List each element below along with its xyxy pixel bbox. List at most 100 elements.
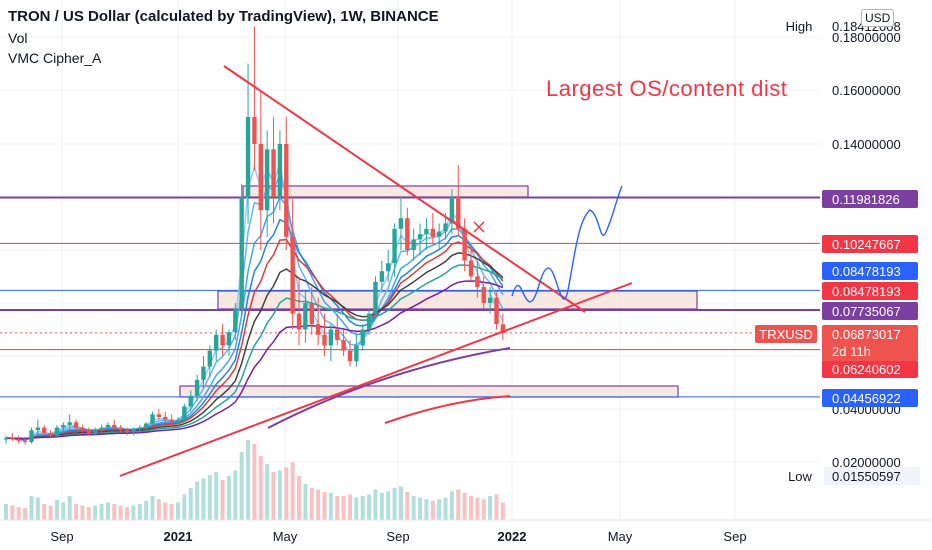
candle-body	[169, 419, 174, 423]
price-badge-countdown: 2d 11h	[832, 344, 871, 359]
candle-body	[309, 303, 314, 325]
volume-bar	[373, 489, 378, 520]
volume-bar	[328, 492, 333, 520]
volume-bar	[137, 504, 142, 520]
candle-body	[360, 329, 365, 346]
volume-bar	[74, 504, 79, 520]
volume-bar	[284, 467, 289, 520]
volume-bar	[239, 452, 244, 520]
volume-bar	[449, 491, 454, 520]
volume-bar	[322, 492, 327, 520]
candle-body	[296, 313, 302, 330]
volume-bar	[379, 492, 384, 520]
low-value-bg	[824, 467, 920, 485]
candle-body	[322, 334, 327, 346]
volume-bar	[430, 500, 435, 520]
candle-body	[61, 424, 66, 428]
descending-trendline	[223, 65, 586, 313]
indicator-vol[interactable]: Vol	[8, 30, 28, 46]
price-badge-value: 0.06873017	[832, 327, 901, 342]
candle-body	[456, 197, 461, 229]
candle-body	[500, 324, 506, 333]
volume-bar	[462, 492, 467, 520]
candle-body	[163, 416, 168, 420]
level-badge	[822, 190, 918, 208]
level-badge-value: 0.06240602	[832, 362, 901, 377]
volume-bar	[195, 481, 200, 520]
candle-body	[73, 422, 79, 428]
price-axis[interactable]: 0.180000000.160000000.140000000.04000000…	[755, 19, 920, 485]
candle-body	[271, 149, 276, 197]
volume-bar	[35, 497, 40, 520]
candle-body	[201, 366, 206, 380]
candle-body	[347, 350, 353, 362]
projected-path	[511, 185, 623, 303]
volume-bar	[220, 480, 225, 520]
candle-body	[150, 414, 155, 424]
candle-body	[48, 432, 53, 436]
consolidation-zones	[179, 185, 698, 398]
volume-bar	[265, 464, 270, 520]
candle-body	[22, 440, 28, 443]
volume-bar	[456, 489, 461, 520]
low-value: 0.01550597	[832, 469, 901, 484]
x-tick-label: May	[273, 529, 298, 544]
candle-body	[194, 379, 200, 396]
level-badge	[822, 235, 918, 253]
volume-bar	[10, 505, 15, 520]
y-tick-label: 0.16000000	[832, 83, 901, 98]
candle-body	[80, 427, 85, 431]
candle-body	[188, 395, 193, 407]
candle-body	[124, 430, 130, 432]
level-badge	[822, 360, 918, 378]
candle-body	[449, 197, 455, 224]
time-axis[interactable]: Sep 2021 May Sep 2022 May Sep	[0, 519, 932, 544]
candle-body	[290, 236, 295, 314]
volume-bar	[271, 472, 276, 520]
volume-bar	[367, 494, 372, 520]
candle-body	[468, 260, 474, 277]
horizontal-levels	[0, 196, 820, 398]
x-tick-label: Sep	[386, 529, 409, 544]
x-tick-label: May	[608, 529, 633, 544]
candle-body	[411, 239, 416, 250]
volume-bar	[405, 492, 410, 520]
candle-body	[481, 287, 486, 303]
indicator-vmc-cipher[interactable]: VMC Cipher_A	[8, 50, 102, 66]
candle-body	[341, 340, 346, 351]
volume-bar	[188, 488, 193, 520]
candle-body	[354, 345, 359, 362]
candle-body	[92, 430, 98, 433]
currency-badge[interactable]: USD	[861, 9, 895, 27]
candle-body	[315, 324, 321, 335]
candle-body	[386, 263, 391, 272]
level-badge-value: 0.11981826	[832, 192, 900, 207]
y-tick-label: 0.18000000	[832, 30, 901, 45]
level-badge-value: 0.04456922	[832, 391, 901, 406]
candlesticks	[3, 26, 506, 445]
candle-body	[494, 297, 499, 325]
candle-body	[226, 332, 232, 346]
level-badge	[822, 282, 918, 300]
volume-bar	[347, 494, 352, 520]
candle-body	[328, 329, 334, 346]
consolidation-zone	[217, 290, 698, 310]
candle-body	[105, 424, 111, 428]
volume-bar	[80, 505, 85, 520]
volume-bar	[246, 440, 251, 520]
candle-body	[214, 334, 219, 351]
candle-body	[430, 228, 435, 237]
candle-body	[175, 419, 181, 423]
candle-body	[252, 117, 257, 144]
y-tick-label: 0.02000000	[832, 455, 901, 470]
symbol-badge-name: TRXUSD	[759, 327, 812, 342]
candle-body	[86, 430, 92, 433]
trend-drawings	[119, 65, 633, 477]
candle-body	[118, 427, 123, 431]
x-tick-label: 2021	[164, 529, 193, 544]
volume-bar	[341, 496, 346, 520]
volume-bar	[335, 496, 340, 520]
candle-body	[366, 313, 372, 330]
low-label: Low	[788, 469, 812, 484]
